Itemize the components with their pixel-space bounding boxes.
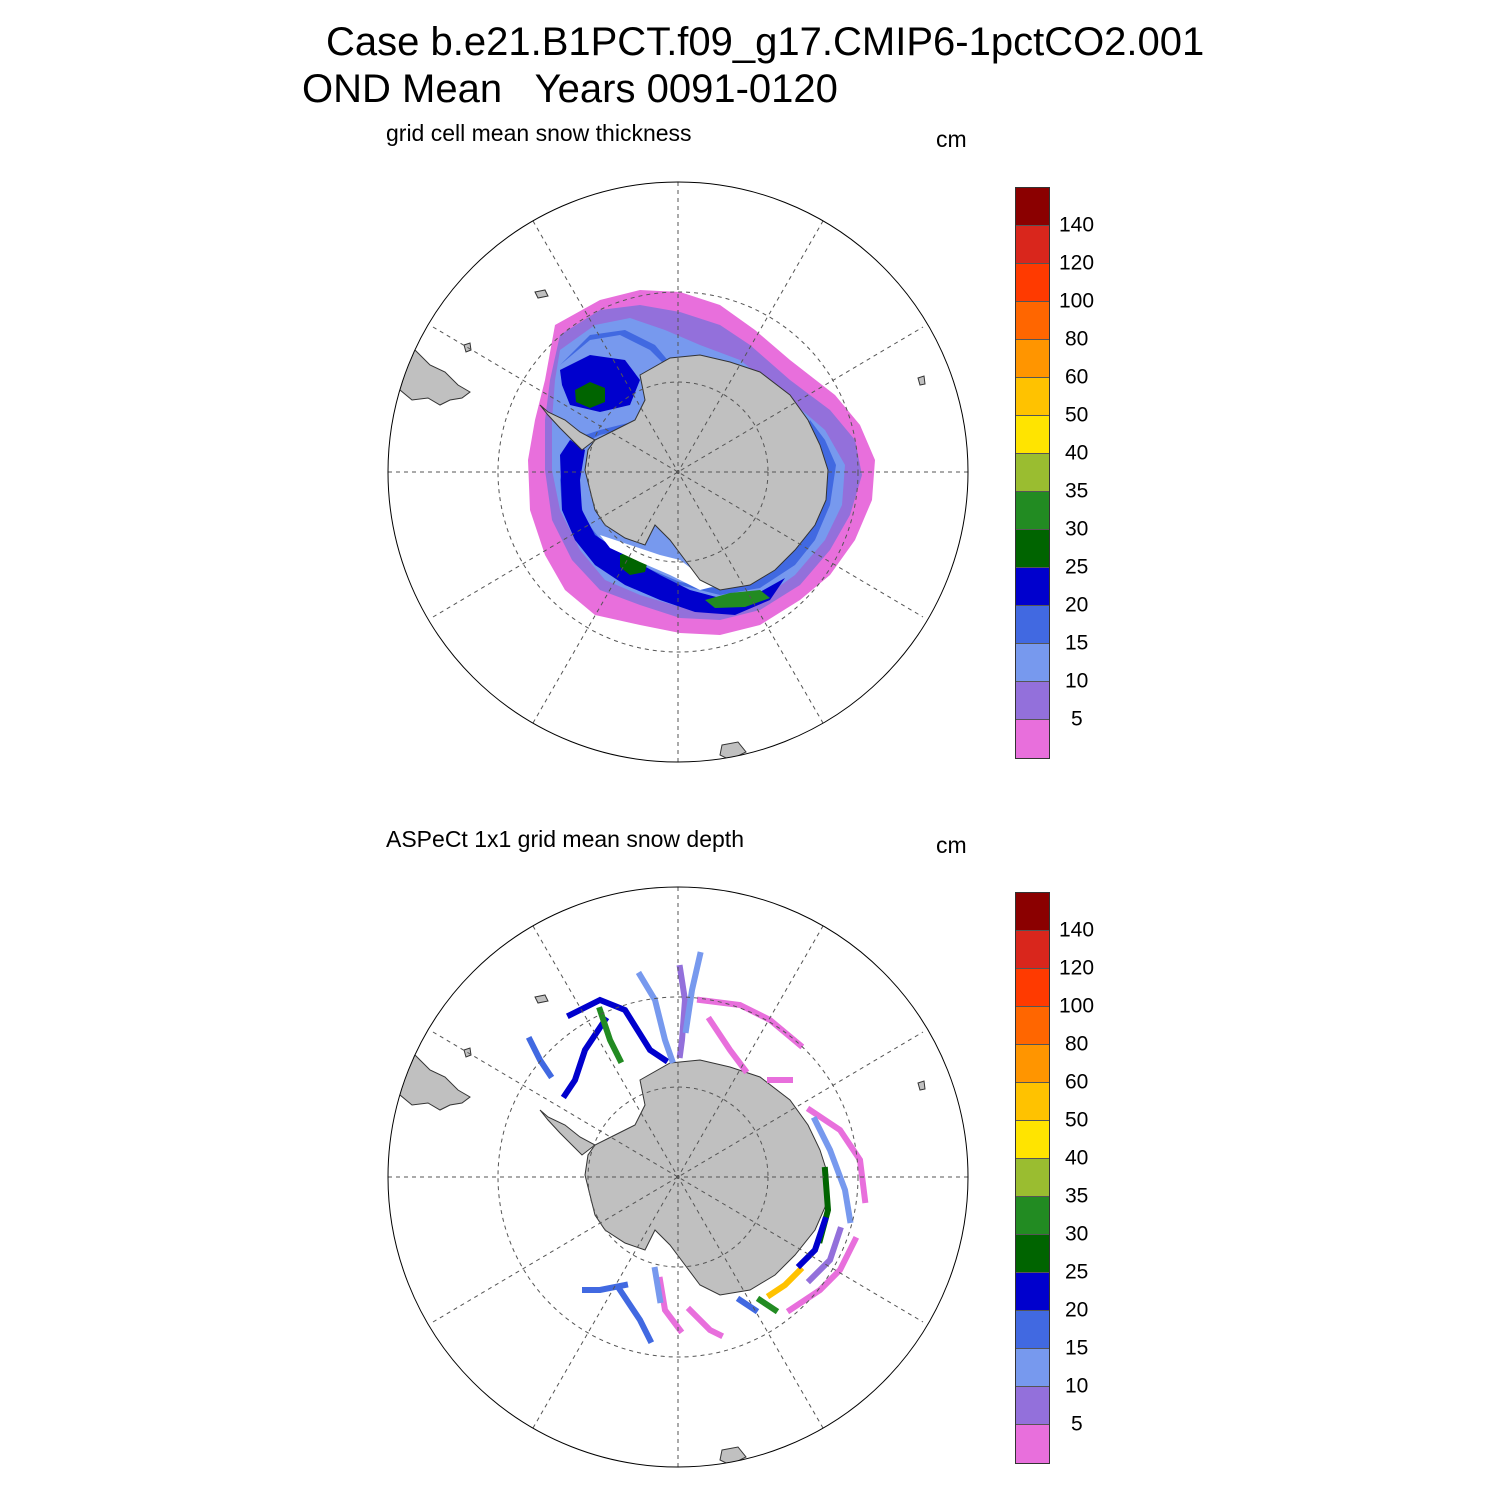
colorbar-tick-label: 10 <box>1065 1374 1089 1398</box>
colorbar-tick-label: 140 <box>1059 213 1095 237</box>
colorbar-panel-1 <box>1015 187 1050 759</box>
map-panel-2 <box>388 951 926 1466</box>
colorbar-swatch <box>1016 1007 1049 1045</box>
colorbar-swatch <box>1016 1349 1049 1387</box>
colorbar-swatch <box>1016 1045 1049 1083</box>
colorbar-tick-label: 15 <box>1065 1336 1089 1360</box>
colorbar-swatch <box>1016 302 1049 340</box>
colorbar-swatch <box>1016 340 1049 378</box>
colorbar-tick-label: 80 <box>1065 1032 1089 1056</box>
colorbar-tick-label: 30 <box>1065 1222 1089 1246</box>
colorbar-swatch <box>1016 1273 1049 1311</box>
colorbar-swatch <box>1016 1197 1049 1235</box>
panel-1-unit: cm <box>936 126 967 152</box>
colorbar-swatch <box>1016 644 1049 682</box>
colorbar-swatch <box>1016 1311 1049 1349</box>
colorbar-swatch <box>1016 1387 1049 1425</box>
colorbar-tick-label: 100 <box>1059 994 1095 1018</box>
colorbar-panel-2 <box>1015 892 1050 1464</box>
colorbar-tick-label: 60 <box>1065 365 1089 389</box>
colorbar-swatch <box>1016 606 1049 644</box>
colorbar-tick-label: 20 <box>1065 1298 1089 1322</box>
colorbar-tick-label: 5 <box>1071 1412 1083 1436</box>
colorbar-swatch <box>1016 931 1049 969</box>
colorbar-swatch <box>1016 1425 1049 1463</box>
map-panel-1 <box>388 289 926 761</box>
colorbar-swatch <box>1016 568 1049 606</box>
graticule-panel-1 <box>388 182 968 762</box>
panel-1-subtitle: grid cell mean snow thickness <box>386 120 692 146</box>
island-4 <box>719 741 747 761</box>
colorbar-tick-label: 35 <box>1065 1184 1089 1208</box>
colorbar-tick-label: 10 <box>1065 669 1089 693</box>
graticule-panel-2 <box>388 887 968 1467</box>
observation-tracks <box>525 951 869 1345</box>
colorbar-tick-label: 25 <box>1065 1260 1089 1284</box>
colorbar-tick-label: 40 <box>1065 1146 1089 1170</box>
colorbar-tick-label: 40 <box>1065 441 1089 465</box>
panel-2-unit: cm <box>936 832 967 858</box>
colorbar-tick-label: 120 <box>1059 956 1095 980</box>
colorbar-tick-label: 5 <box>1071 707 1083 731</box>
panel-2-subtitle: ASPeCt 1x1 grid mean snow depth <box>386 826 744 852</box>
colorbar-swatch <box>1016 492 1049 530</box>
colorbar-swatch <box>1016 264 1049 302</box>
antarctica-land-2 <box>584 1059 829 1296</box>
colorbar-tick-label: 50 <box>1065 403 1089 427</box>
colorbar-swatch <box>1016 416 1049 454</box>
colorbar-tick-label: 50 <box>1065 1108 1089 1132</box>
island-2-4 <box>719 1446 747 1466</box>
colorbar-tick-label: 140 <box>1059 918 1095 942</box>
colorbar-swatch <box>1016 1159 1049 1197</box>
island-3 <box>917 375 926 386</box>
south-america-land-2 <box>388 1034 471 1111</box>
snow-field-20-25b <box>560 440 785 615</box>
south-america-land <box>388 329 471 406</box>
colorbar-tick-label: 15 <box>1065 631 1089 655</box>
colorbar-tick-label: 35 <box>1065 479 1089 503</box>
colorbar-swatch <box>1016 1083 1049 1121</box>
colorbar-swatch <box>1016 893 1049 931</box>
colorbar-swatch <box>1016 378 1049 416</box>
colorbar-tick-label: 120 <box>1059 251 1095 275</box>
colorbar-tick-label: 60 <box>1065 1070 1089 1094</box>
snow-field-25-30-a <box>575 382 605 408</box>
island-2-3 <box>917 1080 926 1091</box>
colorbar-tick-label: 80 <box>1065 327 1089 351</box>
colorbar-swatch <box>1016 226 1049 264</box>
colorbar-tick-label: 30 <box>1065 517 1089 541</box>
antarctic-peninsula-2 <box>539 1109 596 1156</box>
colorbar-swatch <box>1016 188 1049 226</box>
map-boundary-panel-2 <box>387 886 969 1468</box>
colorbar-swatch <box>1016 454 1049 492</box>
colorbar-swatch <box>1016 682 1049 720</box>
island-2-1 <box>534 994 549 1004</box>
figure-title-case: Case b.e21.B1PCT.f09_g17.CMIP6-1pctCO2.0… <box>326 20 1205 64</box>
colorbar-swatch <box>1016 720 1049 758</box>
polynya-gap <box>600 535 720 590</box>
colorbar-tick-label: 25 <box>1065 555 1089 579</box>
figure-title-period: OND Mean Years 0091-0120 <box>302 67 838 111</box>
antarctic-peninsula <box>539 404 596 451</box>
island-1 <box>534 289 549 299</box>
colorbar-swatch <box>1016 530 1049 568</box>
colorbar-swatch <box>1016 969 1049 1007</box>
colorbar-swatch <box>1016 1121 1049 1159</box>
colorbar-tick-label: 20 <box>1065 593 1089 617</box>
colorbar-tick-label: 100 <box>1059 289 1095 313</box>
colorbar-swatch <box>1016 1235 1049 1273</box>
map-boundary-panel-1 <box>387 181 969 763</box>
antarctica-land <box>584 354 829 591</box>
